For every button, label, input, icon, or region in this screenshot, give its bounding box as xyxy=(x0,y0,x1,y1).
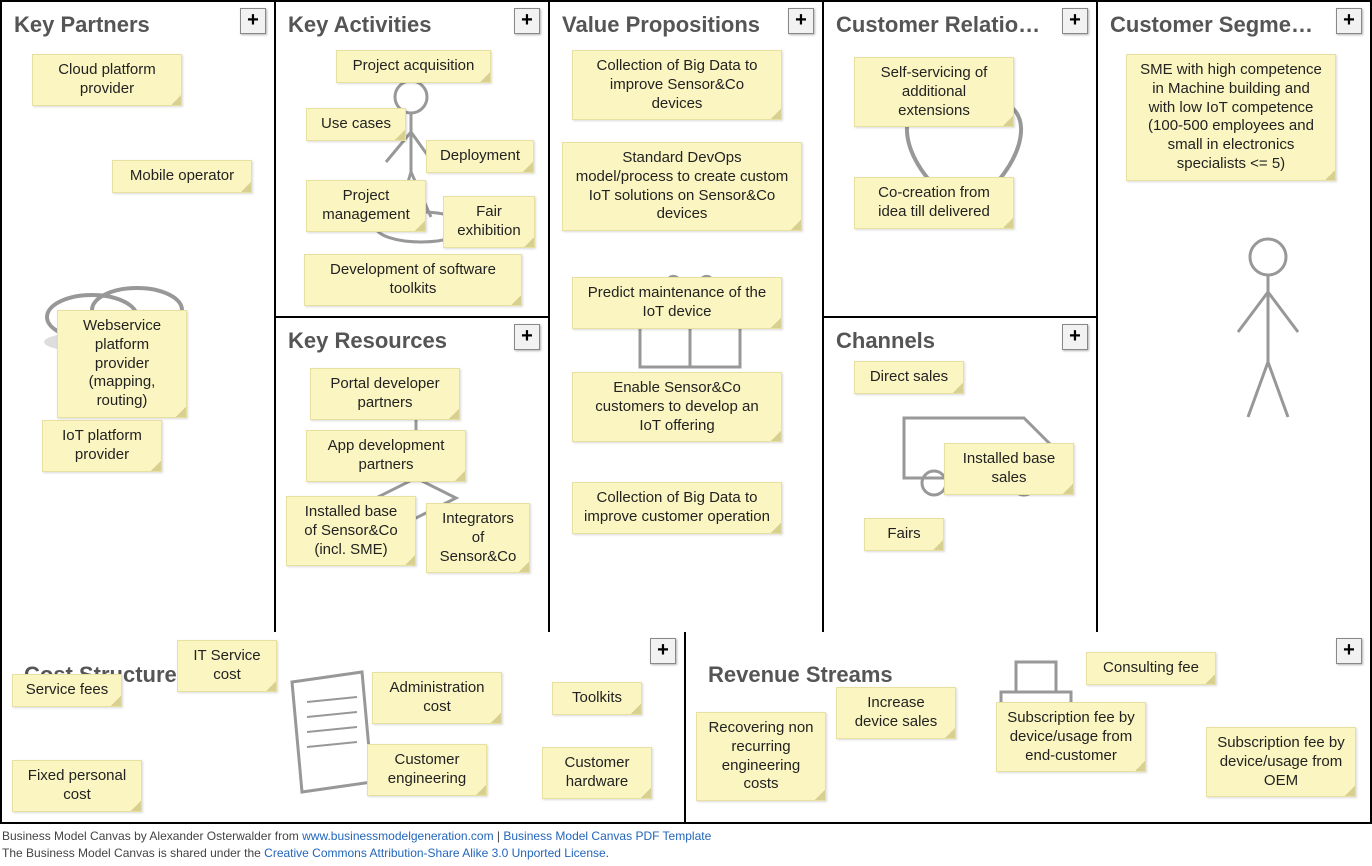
footer-text-1: Business Model Canvas by Alexander Oster… xyxy=(2,829,302,843)
footer-link-bmg[interactable]: www.businessmodelgeneration.com xyxy=(302,829,493,843)
add-button-cost[interactable]: + xyxy=(650,638,676,664)
title-revenue-streams: Revenue Streams xyxy=(696,652,905,692)
person-icon xyxy=(1208,232,1328,432)
sticky-note[interactable]: Integrators of Sensor&Co xyxy=(426,503,530,573)
sticky-note[interactable]: IT Service cost xyxy=(177,640,277,692)
block-customer-segments: Customer Segme… + SME with high competen… xyxy=(1098,2,1372,632)
block-cost-structure: Cost Structure + Service feesIT Service … xyxy=(2,632,686,822)
add-button-kp[interactable]: + xyxy=(240,8,266,34)
sticky-note[interactable]: Customer hardware xyxy=(542,747,652,799)
bottom-grid: Cost Structure + Service feesIT Service … xyxy=(0,632,1372,824)
add-button-ka[interactable]: + xyxy=(514,8,540,34)
sticky-note[interactable]: SME with high competence in Machine buil… xyxy=(1126,54,1336,181)
sticky-note[interactable]: Toolkits xyxy=(552,682,642,715)
add-button-ch[interactable]: + xyxy=(1062,324,1088,350)
col-activities-resources: Key Activities + Project acquisition Use … xyxy=(276,2,550,632)
sticky-note[interactable]: Direct sales xyxy=(854,361,964,394)
sticky-note[interactable]: Subscription fee by device/usage from en… xyxy=(996,702,1146,772)
add-button-cr[interactable]: + xyxy=(1062,8,1088,34)
sticky-note[interactable]: Installed base sales xyxy=(944,443,1074,495)
block-key-activities: Key Activities + Project acquisition Use … xyxy=(276,2,548,318)
sticky-note[interactable]: Use cases xyxy=(306,108,406,141)
sticky-note[interactable]: Portal developer partners xyxy=(310,368,460,420)
sticky-note[interactable]: Self-servicing of additional extensions xyxy=(854,57,1014,127)
sticky-note[interactable]: Consulting fee xyxy=(1086,652,1216,685)
sticky-note[interactable]: Subscription fee by device/usage from OE… xyxy=(1206,727,1356,797)
col-relationships-channels: Customer Relatio… + Self-servicing of ad… xyxy=(824,2,1098,632)
block-key-resources: Key Resources + Portal developer partner… xyxy=(276,318,548,632)
footer: Business Model Canvas by Alexander Oster… xyxy=(0,824,1372,866)
title-key-resources: Key Resources xyxy=(276,318,548,358)
sticky-note[interactable]: Predict maintenance of the IoT device xyxy=(572,277,782,329)
block-revenue-streams: Revenue Streams + Recovering non recurri… xyxy=(686,632,1370,822)
sticky-note[interactable]: Fairs xyxy=(864,518,944,551)
title-channels: Channels xyxy=(824,318,1096,358)
sticky-note[interactable]: Fixed personal cost xyxy=(12,760,142,812)
sticky-note[interactable]: Project acquisition xyxy=(336,50,491,83)
add-button-cs[interactable]: + xyxy=(1336,8,1362,34)
sticky-note[interactable]: Administration cost xyxy=(372,672,502,724)
footer-link-pdf[interactable]: Business Model Canvas PDF Template xyxy=(503,829,711,843)
sticky-note[interactable]: IoT platform provider xyxy=(42,420,162,472)
sticky-note[interactable]: Enable Sensor&Co customers to develop an… xyxy=(572,372,782,442)
title-key-activities: Key Activities xyxy=(276,2,548,42)
sticky-note[interactable]: Collection of Big Data to improve custom… xyxy=(572,482,782,534)
sticky-note[interactable]: Co-creation from idea till delivered xyxy=(854,177,1014,229)
sticky-note[interactable]: Recovering non recurring engineering cos… xyxy=(696,712,826,801)
sticky-note[interactable]: Service fees xyxy=(12,674,122,707)
sticky-note[interactable]: Fair exhibition xyxy=(443,196,535,248)
top-grid: Key Partners + Cloud platform provider Mo… xyxy=(0,0,1372,632)
sticky-note[interactable]: Installed base of Sensor&Co (incl. SME) xyxy=(286,496,416,566)
footer-sep: | xyxy=(494,829,504,843)
sticky-note[interactable]: Project management xyxy=(306,180,426,232)
add-button-rev[interactable]: + xyxy=(1336,638,1362,664)
sticky-note[interactable]: Mobile operator xyxy=(112,160,252,193)
block-channels: Channels + Direct sales Installed base sa… xyxy=(824,318,1096,632)
title-key-partners: Key Partners xyxy=(2,2,274,42)
sticky-note[interactable]: Cloud platform provider xyxy=(32,54,182,106)
title-value-propositions: Value Propositions xyxy=(550,2,822,42)
block-customer-relationships: Customer Relatio… + Self-servicing of ad… xyxy=(824,2,1096,318)
sticky-note[interactable]: Increase device sales xyxy=(836,687,956,739)
sticky-note[interactable]: Development of software toolkits xyxy=(304,254,522,306)
sticky-note[interactable]: Customer engineering xyxy=(367,744,487,796)
title-customer-segments: Customer Segme… xyxy=(1098,2,1370,42)
sticky-note[interactable]: App development partners xyxy=(306,430,466,482)
block-key-partners: Key Partners + Cloud platform provider Mo… xyxy=(2,2,276,632)
title-customer-relationships: Customer Relatio… xyxy=(824,2,1096,42)
block-value-propositions: Value Propositions + Collection of Big D… xyxy=(550,2,824,632)
add-button-kr[interactable]: + xyxy=(514,324,540,350)
sticky-note[interactable]: Webservice platform provider (mapping, r… xyxy=(57,310,187,418)
sticky-note[interactable]: Collection of Big Data to improve Sensor… xyxy=(572,50,782,120)
sticky-note[interactable]: Standard DevOps model/process to create … xyxy=(562,142,802,231)
sticky-note[interactable]: Deployment xyxy=(426,140,534,173)
add-button-vp[interactable]: + xyxy=(788,8,814,34)
bmc-canvas: Key Partners + Cloud platform provider Mo… xyxy=(0,0,1372,866)
